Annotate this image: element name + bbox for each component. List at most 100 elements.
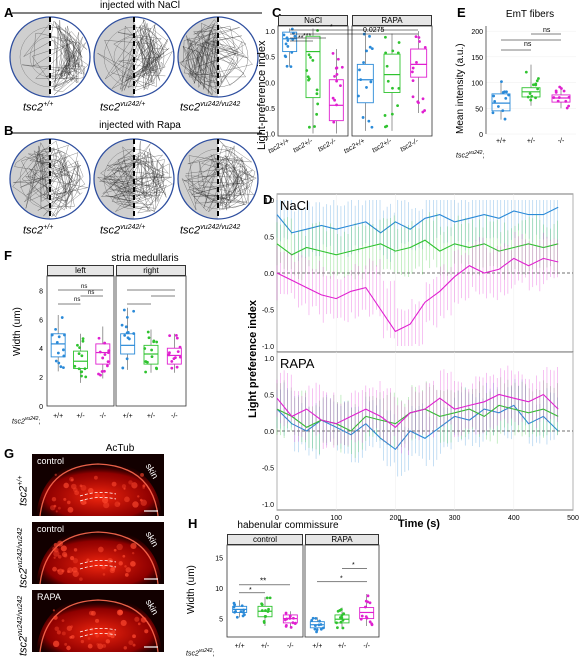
panel-e-genotype: tsc2vu242; — [456, 150, 485, 160]
cell-signal — [88, 487, 94, 494]
cell-signal — [61, 619, 65, 623]
panel-b-title: injected with Rapa — [99, 120, 181, 131]
panel-d-xtick: 0 — [275, 515, 279, 522]
cell-signal — [62, 551, 68, 558]
data-point — [319, 627, 323, 631]
data-point — [411, 95, 415, 99]
panel-f-xtick: +/+ — [123, 413, 133, 420]
data-point — [331, 96, 335, 100]
panel-d-letter: D — [263, 192, 273, 207]
arena — [177, 138, 259, 220]
data-point — [497, 105, 500, 108]
panel-e-ns: ns — [543, 27, 551, 34]
data-point — [120, 323, 124, 327]
panel-h-strip-rapa: RAPA — [305, 534, 379, 545]
data-point — [384, 51, 388, 55]
data-point — [536, 87, 540, 91]
panel-f-ns: ns — [81, 284, 87, 290]
cell-signal — [130, 560, 136, 567]
data-point — [266, 610, 270, 613]
panel-c-strip-nacl: NaCl — [278, 15, 348, 26]
cell-signal — [125, 567, 131, 573]
panel-e-ytick: 200 — [471, 29, 483, 36]
data-point — [341, 626, 345, 630]
panel-h-star: * — [340, 576, 343, 583]
cell-signal — [55, 510, 58, 513]
data-point — [391, 86, 394, 90]
cell-signal — [61, 631, 66, 636]
panel-f-ns: ns — [88, 290, 94, 296]
data-point — [493, 100, 497, 103]
data-point — [423, 45, 427, 49]
data-point — [293, 34, 297, 38]
cell-signal — [113, 548, 117, 552]
data-point — [417, 36, 421, 39]
cell-signal — [132, 501, 139, 508]
panel-d-ytick: 0.5 — [264, 393, 274, 400]
data-point — [314, 616, 318, 620]
data-point — [332, 120, 336, 124]
data-point — [143, 347, 147, 350]
data-point — [336, 609, 340, 613]
fish-track — [179, 19, 253, 96]
data-point — [556, 99, 560, 103]
data-point — [396, 104, 399, 108]
data-point — [235, 615, 239, 619]
panel-h-ylabel: Width (um) — [186, 565, 197, 614]
cell-signal — [64, 642, 68, 646]
cell-signal — [53, 547, 59, 553]
panel-h-box — [359, 594, 375, 627]
data-point — [342, 612, 346, 616]
data-point — [242, 608, 246, 612]
panel-a-title: injected with NaCl — [99, 0, 181, 11]
cell-signal — [51, 497, 57, 502]
cell-signal — [131, 551, 135, 555]
data-point — [359, 617, 363, 621]
data-point — [291, 621, 295, 625]
data-point — [316, 29, 319, 32]
data-point — [391, 49, 395, 53]
data-point — [97, 372, 100, 376]
panel-f-box — [50, 315, 66, 372]
cell-signal — [101, 565, 106, 570]
box — [73, 350, 88, 369]
data-point — [336, 57, 340, 61]
panel-f-box — [143, 329, 159, 374]
data-point — [288, 616, 292, 620]
panel-e-title: EmT fibers — [505, 9, 555, 20]
data-point — [552, 96, 556, 99]
cell-signal — [66, 625, 73, 631]
micrograph-1-genotype: tsc2+/+ — [17, 475, 30, 506]
cell-signal — [134, 616, 140, 622]
cell-signal — [57, 554, 62, 559]
data-point — [311, 58, 315, 62]
box — [95, 343, 111, 365]
panel-e-chart: 200 150 100 50 0 +/+ +/- -/- ns ns — [471, 26, 576, 145]
panel-f-box — [73, 333, 88, 383]
data-point — [239, 610, 243, 613]
data-point — [152, 339, 156, 343]
panel-e-ytick: 100 — [471, 81, 483, 88]
box — [410, 48, 428, 78]
cell-signal — [102, 573, 106, 576]
data-point — [101, 356, 105, 360]
data-point — [384, 125, 387, 129]
data-point — [242, 610, 245, 614]
panel-h-box — [282, 611, 298, 629]
micrograph-2-condition: control — [37, 524, 65, 534]
data-point — [340, 614, 344, 617]
cell-signal — [105, 639, 111, 644]
data-point — [322, 626, 325, 630]
cell-signal — [67, 570, 70, 573]
panel-h-box — [257, 596, 273, 626]
panel-h-xtick: +/+ — [312, 643, 322, 650]
cell-signal — [72, 487, 78, 493]
data-point — [307, 77, 311, 81]
data-point — [125, 315, 129, 319]
cell-signal — [118, 502, 121, 505]
data-point — [146, 330, 150, 334]
panel-d-xtick: 300 — [449, 515, 461, 522]
series-line — [276, 393, 559, 429]
data-point — [365, 86, 368, 89]
box — [383, 53, 401, 93]
